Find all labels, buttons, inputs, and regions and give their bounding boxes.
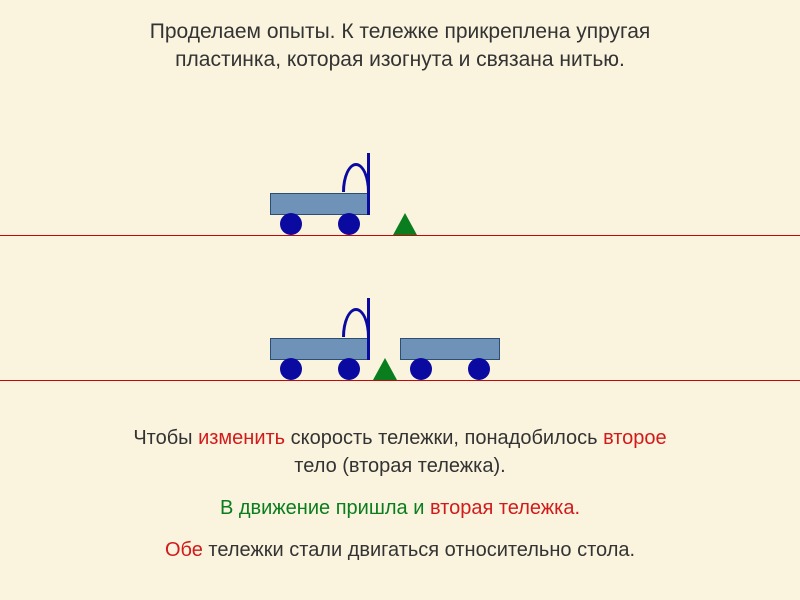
diagram-stage: Проделаем опыты. К тележке прикреплена у… xyxy=(0,0,800,600)
caption-run: В движение пришла и xyxy=(220,497,430,519)
spring-arc xyxy=(342,308,370,337)
ground-line-1 xyxy=(0,235,800,236)
caption-run: тело (вторая тележка). xyxy=(294,455,505,477)
caption-line: Обе тележки стали двигаться относительно… xyxy=(0,536,800,564)
cart-wheel xyxy=(280,213,302,235)
cart-body xyxy=(400,338,500,360)
cart-wheel xyxy=(410,358,432,380)
marker-triangle xyxy=(393,213,417,235)
caption-run: тележки стали двигаться относительно сто… xyxy=(203,539,635,561)
cart-wheel xyxy=(280,358,302,380)
caption-line: тело (вторая тележка). xyxy=(0,452,800,480)
cart-body xyxy=(270,338,370,360)
caption-line: Чтобы изменить скорость тележки, понадоб… xyxy=(0,424,800,452)
title-text: Проделаем опыты. К тележке прикреплена у… xyxy=(0,18,800,75)
cart-body xyxy=(270,193,370,215)
caption-run: второе xyxy=(603,427,667,449)
cart-wheel xyxy=(338,358,360,380)
caption-run: изменить xyxy=(198,427,285,449)
marker-triangle xyxy=(373,358,397,380)
caption-run: скорость тележки, понадобилось xyxy=(285,427,603,449)
caption-run: Чтобы xyxy=(133,427,198,449)
ground-line-2 xyxy=(0,380,800,381)
cart-wheel xyxy=(338,213,360,235)
spring-arc xyxy=(342,163,370,192)
cart-wheel xyxy=(468,358,490,380)
caption-run: вторая тележка. xyxy=(430,497,580,519)
caption-line: В движение пришла и вторая тележка. xyxy=(0,494,800,522)
caption-block: Чтобы изменить скорость тележки, понадоб… xyxy=(0,424,800,564)
caption-run: Обе xyxy=(165,539,203,561)
